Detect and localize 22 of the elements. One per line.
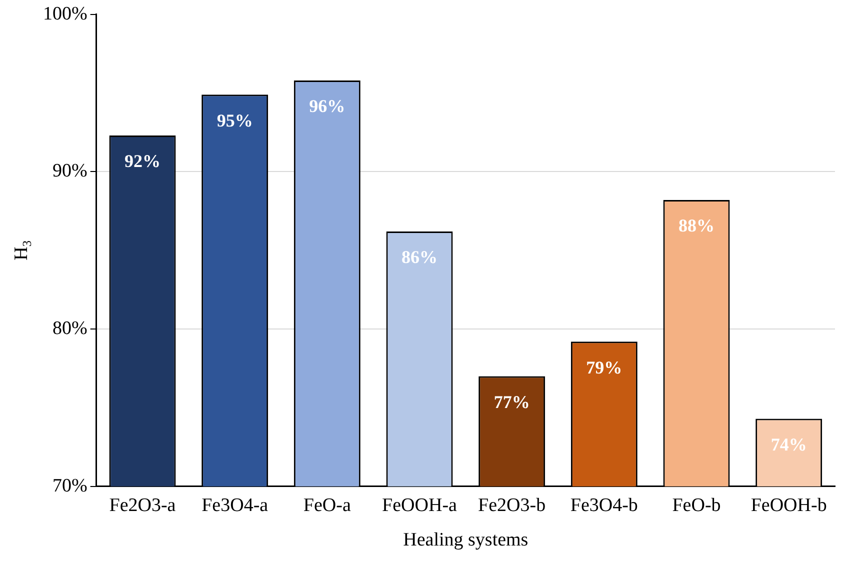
y-tick-label: 80%: [52, 318, 88, 340]
data-label: 86%: [401, 247, 438, 268]
data-label: 74%: [770, 434, 807, 454]
data-label: 88%: [678, 216, 714, 236]
data-label: 92%: [124, 151, 160, 172]
x-tick-label: FeO-a: [303, 494, 352, 516]
y-tick-label: 100%: [43, 3, 88, 24]
x-tick-label: Fe3O4-b: [570, 494, 638, 516]
x-tick-label: FeO-b: [672, 494, 721, 516]
data-label: 79%: [586, 357, 622, 378]
data-label: 77%: [494, 392, 530, 412]
y-axis-title: H3: [10, 240, 34, 260]
x-tick-label: FeOOH-a: [382, 494, 458, 516]
x-tick-label: FeOOH-b: [750, 494, 827, 516]
x-axis-title: Healing systems: [403, 530, 528, 551]
y-tick-label: 70%: [52, 475, 88, 496]
x-tick-label: Fe2O3-a: [109, 494, 176, 516]
data-label: 95%: [216, 110, 253, 130]
x-tick-label: Fe2O3-b: [478, 494, 546, 516]
x-tick-label: Fe3O4-a: [202, 494, 269, 516]
y-tick-label: 90%: [52, 160, 88, 182]
data-label: 96%: [309, 96, 346, 116]
